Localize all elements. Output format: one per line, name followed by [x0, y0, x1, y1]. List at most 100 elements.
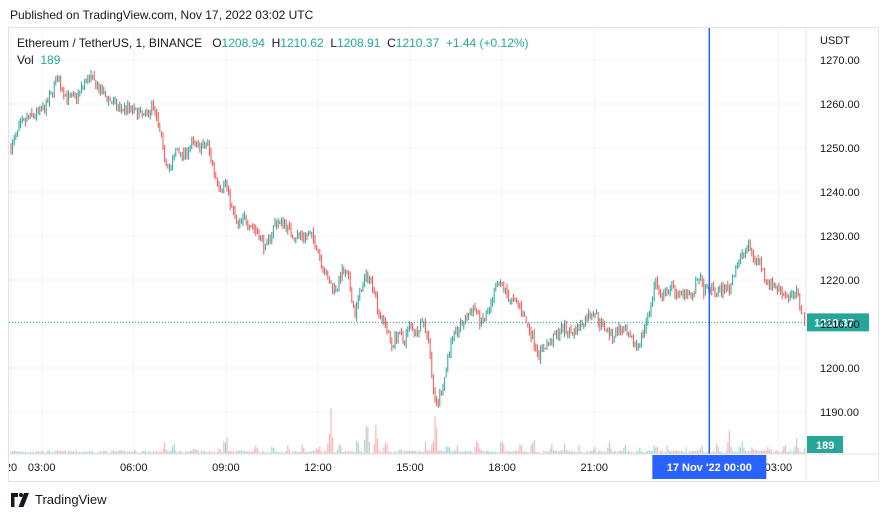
- volume-bar: [96, 452, 98, 454]
- volume-bar: [504, 451, 506, 454]
- volume-bar: [268, 452, 270, 454]
- volume-bar: [87, 452, 89, 454]
- volume-bar: [416, 452, 418, 454]
- time-tick-label: 15:00: [396, 462, 424, 474]
- volume-bar: [628, 450, 630, 454]
- volume-bar: [16, 451, 18, 454]
- volume-bar: [284, 452, 286, 454]
- volume-bar: [42, 450, 44, 454]
- symbol-name[interactable]: Ethereum / TetherUS, 1, BINANCE: [17, 36, 203, 50]
- volume-bar: [15, 451, 17, 454]
- volume-bar: [10, 452, 12, 454]
- volume-bar: [239, 450, 241, 454]
- price-tick-label: 1240.00: [820, 187, 860, 199]
- volume-bar: [285, 450, 287, 454]
- volume-bar: [412, 450, 414, 454]
- volume-bar: [743, 447, 745, 454]
- price-tick-label: 1270.00: [820, 55, 860, 67]
- volume-bar: [47, 450, 49, 454]
- volume-bar: [407, 450, 409, 454]
- volume-bar: [434, 416, 436, 454]
- volume-bar: [356, 440, 358, 454]
- volume-bar: [655, 447, 657, 454]
- volume-bar: [789, 450, 791, 454]
- volume-bar: [498, 452, 500, 454]
- volume-bar: [704, 452, 706, 454]
- volume-bar: [530, 444, 532, 454]
- volume-bar: [690, 451, 692, 454]
- volume-bar: [396, 452, 398, 454]
- volume-bar: [260, 452, 262, 454]
- volume-bar: [800, 452, 802, 454]
- volume-bar: [727, 442, 729, 454]
- volume-bar: [319, 446, 321, 454]
- volume-bar: [664, 451, 666, 454]
- volume-bar: [794, 446, 796, 454]
- volume-bar: [632, 452, 634, 454]
- volume-bar: [616, 452, 618, 454]
- volume-bar: [76, 450, 78, 454]
- volume-bar: [303, 447, 305, 454]
- volume-bar: [480, 450, 482, 454]
- volume-bar: [351, 451, 353, 454]
- volume-bar: [360, 451, 362, 454]
- volume-bar: [220, 449, 222, 454]
- volume-bar: [503, 444, 505, 454]
- volume-bar: [175, 450, 177, 454]
- volume-bar: [125, 452, 127, 454]
- volume-bar: [381, 452, 383, 454]
- volume-bar: [562, 450, 564, 454]
- volume-bar: [695, 451, 697, 454]
- volume-bar: [524, 450, 526, 454]
- volume-bar: [276, 451, 278, 454]
- volume-bar: [103, 450, 105, 454]
- volume-bar: [104, 451, 106, 454]
- volume-bar: [26, 452, 28, 454]
- volume-bar: [248, 451, 250, 454]
- volume-bar: [288, 449, 290, 454]
- time-tick-label: 06:00: [120, 462, 148, 474]
- volume-bar: [517, 450, 519, 454]
- volume-bar: [725, 450, 727, 454]
- volume-bar: [460, 451, 462, 454]
- volume-bar: [312, 450, 314, 454]
- time-tick-label: 21:00: [580, 462, 608, 474]
- volume-bar: [557, 451, 559, 454]
- volume-bar: [663, 452, 665, 454]
- volume-bar: [442, 451, 444, 454]
- time-tick-label: 09:00: [212, 462, 240, 474]
- volume-bar: [63, 451, 65, 454]
- volume-bar: [168, 451, 170, 454]
- volume-bar: [231, 451, 233, 454]
- chart-overlays: 1210.37 189: [9, 28, 869, 454]
- high-label: H: [271, 36, 281, 50]
- volume-bar: [39, 452, 41, 454]
- volume-bar: [264, 452, 266, 454]
- volume-bar: [127, 451, 129, 454]
- volume-bar: [788, 451, 790, 454]
- volume-bar: [191, 450, 193, 454]
- volume-bar: [50, 452, 52, 454]
- volume-bar: [677, 451, 679, 454]
- volume-bar: [98, 451, 100, 454]
- volume-bar: [588, 452, 590, 454]
- volume-bar: [580, 450, 582, 454]
- volume-bar: [44, 452, 46, 454]
- volume-bar: [496, 452, 498, 454]
- volume-bar: [520, 445, 522, 454]
- volume-bar: [514, 450, 516, 454]
- time-tick-label: 03:00: [28, 462, 56, 474]
- volume-bar: [799, 451, 801, 454]
- volume-bar: [693, 450, 695, 454]
- volume-bar: [629, 452, 631, 454]
- footer-brand[interactable]: TradingView: [10, 492, 107, 507]
- volume-bar: [559, 450, 561, 454]
- volume-bar: [456, 445, 458, 454]
- volume-bar: [216, 451, 218, 454]
- volume-bar: [583, 452, 585, 454]
- volume-bar: [292, 451, 294, 454]
- volume-bar: [501, 441, 503, 454]
- volume-bar: [311, 451, 313, 454]
- volume-bar: [551, 443, 553, 454]
